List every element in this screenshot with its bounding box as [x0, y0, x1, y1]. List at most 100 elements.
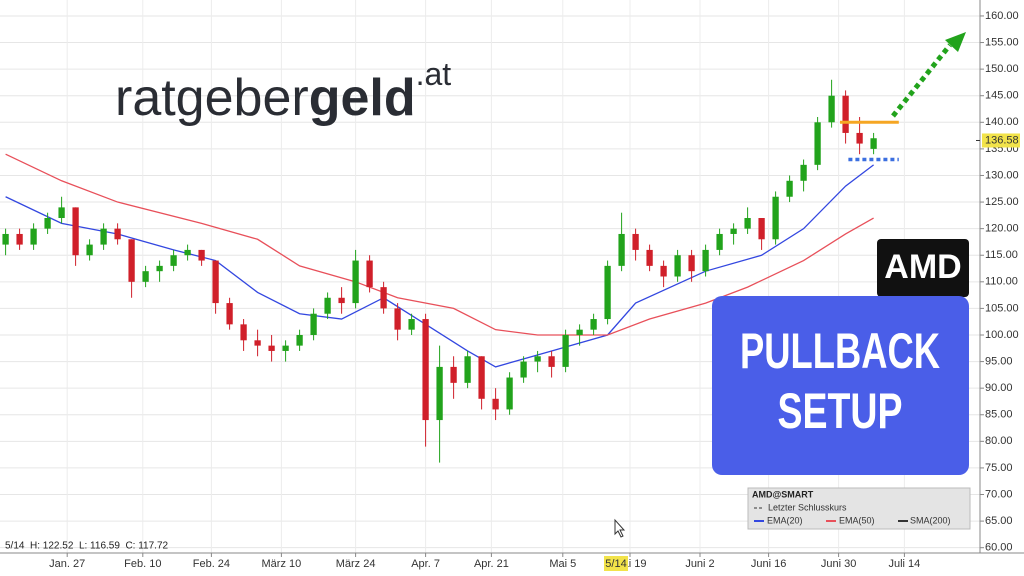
legend-entry: SMA(200) [910, 515, 951, 525]
setup-line2: SETUP [778, 383, 903, 439]
candle-body [674, 255, 681, 277]
candle-body [436, 366, 443, 421]
indicator-lines [5, 153, 874, 368]
x-tick-label: Apr. 21 [474, 558, 509, 570]
candle-body [842, 95, 849, 133]
candle-body [744, 218, 751, 229]
y-tick-label: 160.00 [985, 10, 1019, 22]
candle-body [2, 233, 9, 245]
candle-body [520, 361, 527, 378]
candle-body [590, 319, 597, 330]
logo: ratgebergeld.at [115, 56, 451, 127]
candle-body [324, 297, 331, 314]
trend-arrow-head [945, 32, 966, 52]
setup-box [712, 296, 969, 475]
candle-body [716, 233, 723, 250]
y-tick-label: 60.00 [985, 542, 1013, 554]
candle-body [562, 334, 569, 367]
candle-body [184, 249, 191, 256]
candle-body [282, 345, 289, 351]
candle-body [170, 255, 177, 266]
x-tick-label: Mai 5 [549, 558, 576, 570]
candle-body [660, 265, 667, 277]
candle-body [100, 228, 107, 245]
y-tick-label: 105.00 [985, 302, 1019, 314]
candle-body [618, 233, 625, 266]
candle-body [240, 324, 247, 341]
x-tick-label: Juni 30 [821, 558, 856, 570]
legend: AMD@SMART Letzter Schlusskurs EMA(20) EM… [747, 487, 971, 530]
x-tick-label: März 24 [336, 558, 376, 570]
x-tick-label: Juni 2 [685, 558, 714, 570]
candle-body [646, 249, 653, 266]
candle-body [338, 297, 345, 304]
logo-light: ratgeber [115, 69, 309, 127]
candle-body [296, 334, 303, 346]
candle-body [814, 122, 821, 165]
candle-body [534, 356, 541, 362]
candle-body [44, 218, 51, 229]
axes: 60.00 65.00 70.00 75.00 80.00 85.00 90.00 95.00… [49, 10, 1020, 571]
candle-body [828, 95, 835, 123]
y-tick-label: 145.00 [985, 90, 1019, 102]
legend-box [747, 487, 971, 530]
legend-entry: EMA(50) [839, 515, 875, 525]
x-tick-label: Juli 14 [889, 558, 921, 570]
y-tick-label: 80.00 [985, 435, 1013, 447]
candles [2, 79, 899, 463]
y-tick-label: 75.00 [985, 462, 1013, 474]
candle-body [772, 196, 779, 240]
candle-body [450, 366, 457, 383]
candle-body [786, 180, 793, 197]
candle-body [226, 303, 233, 325]
candle-body [800, 164, 807, 181]
candle-body [632, 233, 639, 250]
candle-body [212, 260, 219, 304]
ticker-badge: AMD [884, 248, 961, 286]
y-tick-label: 115.00 [985, 249, 1018, 261]
logo-bold: geld [309, 69, 416, 127]
x-tick-label: Juni 16 [751, 558, 786, 570]
y-tick-label: 90.00 [985, 382, 1013, 394]
y-tick-label: 120.00 [985, 223, 1019, 235]
candle-body [72, 207, 79, 256]
y-tick-label: 150.00 [985, 63, 1019, 75]
candle-body [394, 308, 401, 330]
candle-body [464, 356, 471, 383]
candle-body [352, 260, 359, 304]
candle-body [548, 356, 555, 367]
crosshair-info: 5/14 H: 122.52 L: 116.59 C: 117.72 [5, 541, 169, 552]
candle-body [506, 377, 513, 410]
y-tick-label: 70.00 [985, 488, 1013, 500]
candle-body [408, 319, 415, 330]
legend-close: Letzter Schlusskurs [768, 502, 847, 512]
y-tick-label: 85.00 [985, 409, 1013, 421]
candle-body [268, 345, 275, 351]
y-tick-label: 155.00 [985, 36, 1019, 48]
y-tick-label: 130.00 [985, 169, 1019, 181]
mouse-cursor [614, 518, 626, 538]
candle-body [380, 287, 387, 309]
candle-body [856, 132, 863, 144]
candle-body [576, 329, 583, 335]
candle-body [198, 249, 205, 261]
candle-body [702, 249, 709, 272]
candle-body [870, 138, 877, 149]
y-tick-label: 65.00 [985, 515, 1013, 527]
candle-body [310, 313, 317, 335]
candle-body [86, 244, 93, 256]
candle-body [16, 233, 23, 245]
ticker-badge-box [877, 239, 969, 297]
candle-body [30, 228, 37, 245]
candle-body [142, 271, 149, 282]
last-price-label: 136.58 [985, 134, 1019, 146]
candle-body [688, 255, 695, 272]
candle-body [492, 398, 499, 410]
indicator-line [5, 153, 874, 336]
candle-body [730, 228, 737, 234]
candle-body [156, 265, 163, 272]
last-price-box [982, 133, 1020, 148]
trend-arrow [891, 43, 952, 118]
crosshair-date-box [604, 556, 628, 571]
